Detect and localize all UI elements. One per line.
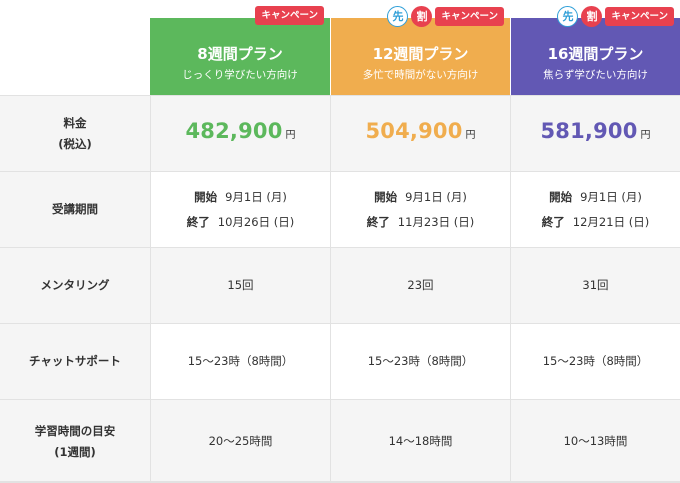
- badge-group: 先 割 キャンペーン: [387, 6, 504, 27]
- plan-header-8week: キャンペーン 8週間プラン じっくり学びたい方向け: [150, 6, 330, 95]
- mentoring-cell-16week: 31回: [510, 247, 680, 323]
- start-label: 開始: [374, 189, 398, 204]
- chat-support-cell-16week: 15〜23時（8時間）: [510, 323, 680, 399]
- plan-subtitle: 焦らず学びたい方向け: [543, 69, 648, 81]
- price-value: 581,900: [540, 119, 638, 143]
- end-label: 終了: [541, 214, 565, 229]
- early-discount-mark-saki: 先: [557, 6, 579, 27]
- start-date-line: 開始 9月1日 (月): [549, 185, 642, 210]
- price-unit: 円: [465, 130, 476, 141]
- mentoring-cell-8week: 15回: [150, 247, 330, 323]
- start-date: 9月1日 (月): [580, 189, 642, 204]
- row-label-price-note: (税込): [58, 136, 92, 151]
- plan-name: 12週間プラン: [372, 45, 469, 63]
- price-cell-8week: 482,900 円: [150, 95, 330, 171]
- row-label-study-hours-main: 学習時間の目安: [34, 423, 116, 438]
- end-label: 終了: [366, 214, 390, 229]
- mentoring-cell-12week: 23回: [330, 247, 510, 323]
- start-date-line: 開始 9月1日 (月): [374, 185, 467, 210]
- study-hours-cell-12week: 14〜18時間: [330, 399, 510, 483]
- row-label-price-main: 料金: [63, 115, 87, 130]
- end-label: 終了: [186, 214, 210, 229]
- row-label-period-text: 受講期間: [52, 202, 98, 216]
- chat-support-cell-8week: 15〜23時（8時間）: [150, 323, 330, 399]
- row-label-chat-support: チャットサポート: [0, 323, 150, 399]
- row-label-price: 料金 (税込): [0, 95, 150, 171]
- chat-support-cell-12week: 15〜23時（8時間）: [330, 323, 510, 399]
- start-date-line: 開始 9月1日 (月): [194, 185, 287, 210]
- start-date: 9月1日 (月): [225, 189, 287, 204]
- row-label-study-hours: 学習時間の目安 (1週間): [0, 399, 150, 483]
- row-label-chat-support-text: チャットサポート: [29, 354, 121, 368]
- plan-name: 8週間プラン: [197, 45, 283, 63]
- plan-name: 16週間プラン: [547, 45, 644, 63]
- row-label-mentoring: メンタリング: [0, 247, 150, 323]
- table-corner: [0, 0, 150, 95]
- early-discount-mark-wari: 割: [581, 6, 603, 27]
- price-unit: 円: [640, 130, 651, 141]
- row-label-mentoring-text: メンタリング: [40, 278, 110, 292]
- campaign-badge: キャンペーン: [605, 7, 674, 26]
- plan-subtitle: 多忙で時間がない方向け: [362, 69, 479, 81]
- period-cell-12week: 開始 9月1日 (月) 終了 11月23日 (日): [330, 171, 510, 247]
- campaign-badge: キャンペーン: [255, 6, 324, 25]
- start-label: 開始: [194, 189, 218, 204]
- study-hours-cell-8week: 20〜25時間: [150, 399, 330, 483]
- price-cell-16week: 581,900 円: [510, 95, 680, 171]
- plan-header-16week: 先 割 キャンペーン 16週間プラン 焦らず学びたい方向け: [510, 6, 680, 95]
- early-discount-mark-wari: 割: [411, 6, 433, 27]
- study-hours-cell-16week: 10〜13時間: [510, 399, 680, 483]
- start-date: 9月1日 (月): [405, 189, 467, 204]
- price-unit: 円: [285, 130, 296, 141]
- end-date-line: 終了 12月21日 (日): [542, 210, 649, 235]
- table-bottom-border: [0, 481, 680, 483]
- row-label-study-hours-note: (1週間): [54, 444, 96, 459]
- early-discount-mark-saki: 先: [387, 6, 409, 27]
- period-cell-16week: 開始 9月1日 (月) 終了 12月21日 (日): [510, 171, 680, 247]
- row-label-period: 受講期間: [0, 171, 150, 247]
- end-date: 10月26日 (日): [217, 214, 295, 229]
- start-label: 開始: [549, 189, 573, 204]
- price-value: 482,900: [185, 119, 283, 143]
- end-date-line: 終了 10月26日 (日): [187, 210, 294, 235]
- end-date: 11月23日 (日): [397, 214, 475, 229]
- price-cell-12week: 504,900 円: [330, 95, 510, 171]
- badge-group: キャンペーン: [255, 6, 324, 25]
- end-date: 12月21日 (日): [572, 214, 650, 229]
- period-cell-8week: 開始 9月1日 (月) 終了 10月26日 (日): [150, 171, 330, 247]
- plan-subtitle: じっくり学びたい方向け: [182, 69, 298, 81]
- end-date-line: 終了 11月23日 (日): [367, 210, 474, 235]
- plan-header-12week: 先 割 キャンペーン 12週間プラン 多忙で時間がない方向け: [330, 6, 510, 95]
- badge-group: 先 割 キャンペーン: [557, 6, 674, 27]
- campaign-badge: キャンペーン: [435, 7, 504, 26]
- price-value: 504,900: [365, 119, 463, 143]
